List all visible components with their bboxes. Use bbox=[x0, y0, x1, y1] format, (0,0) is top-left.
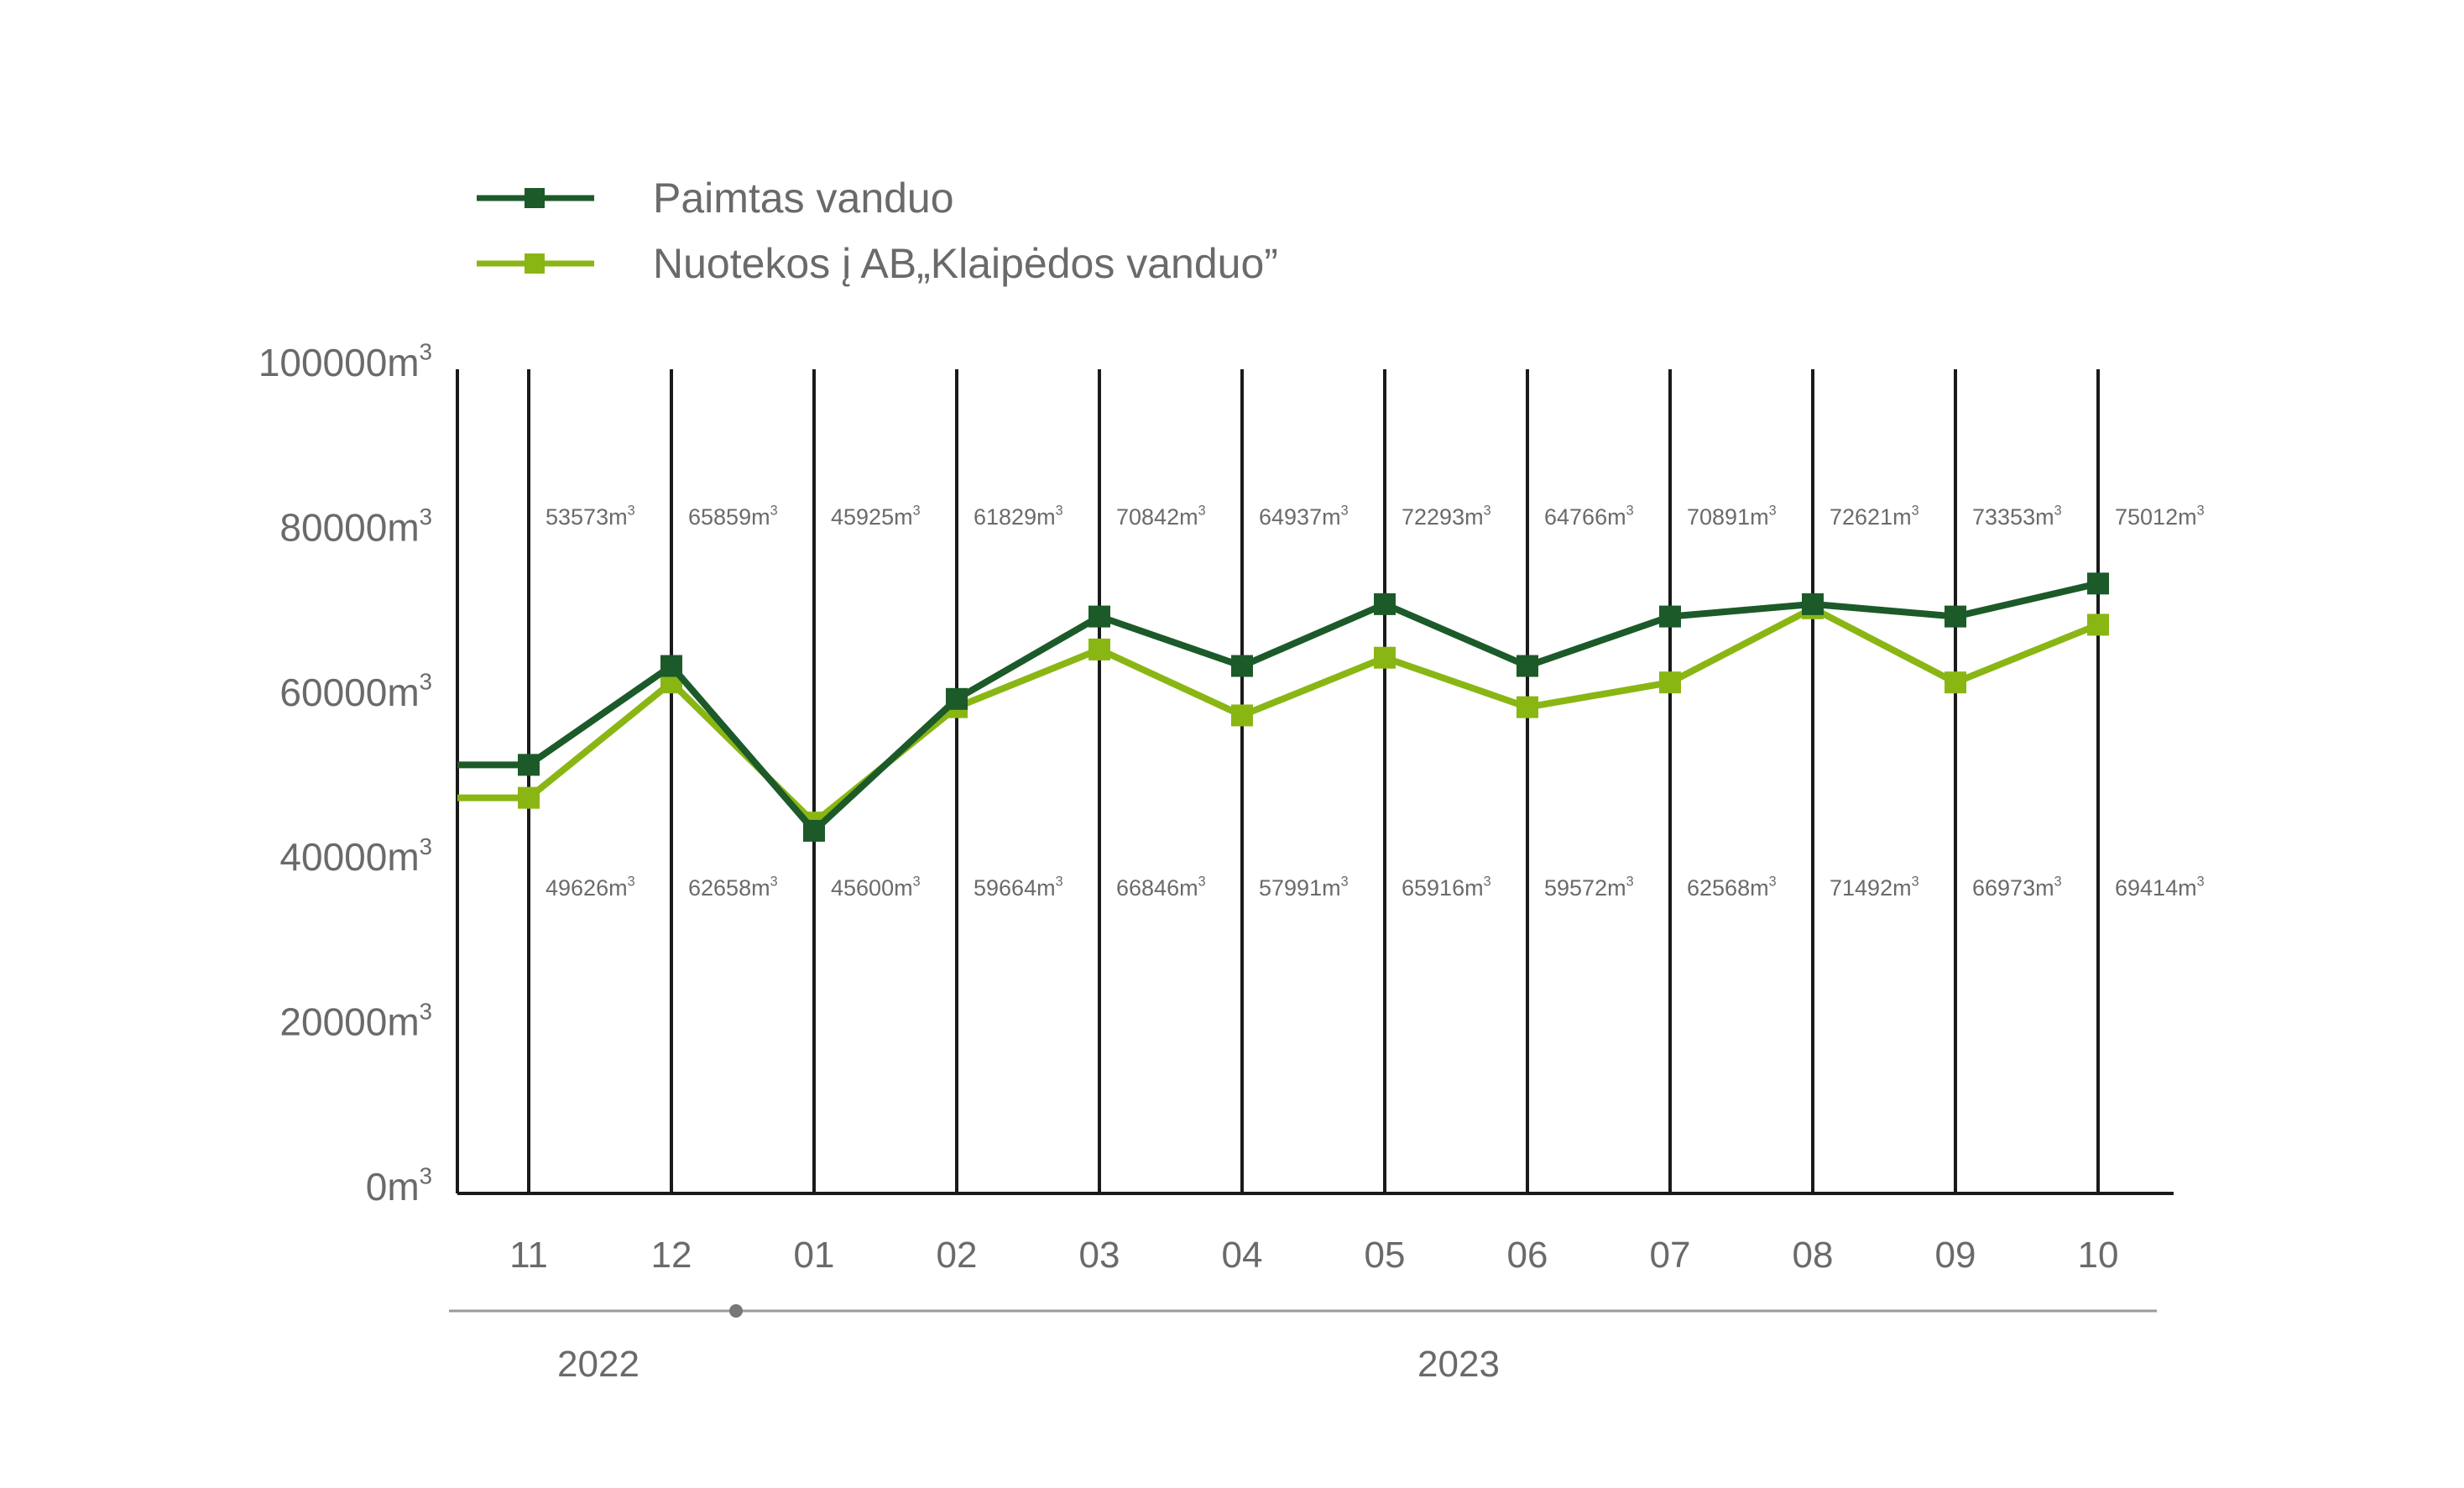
data-label-s1-02: 61829m3 bbox=[974, 504, 1063, 530]
point-s2-06 bbox=[1517, 696, 1538, 718]
legend-marker-1 bbox=[525, 188, 545, 208]
y-tick-label-3: 60000m3 bbox=[279, 668, 432, 713]
data-label-s2-06: 59572m3 bbox=[1544, 875, 1634, 901]
point-s2-11 bbox=[518, 786, 540, 809]
year-label-2022: 2022 bbox=[557, 1344, 639, 1385]
year-timeline: 2022 2023 bbox=[449, 1304, 2157, 1385]
legend-label-2: Nuotekos į AB„Klaipėdos vanduo” bbox=[653, 240, 1278, 287]
point-s1-12 bbox=[660, 655, 682, 677]
data-label-s1-07: 70891m3 bbox=[1687, 504, 1777, 530]
data-label-s2-09: 66973m3 bbox=[1972, 875, 2062, 901]
point-s1-03 bbox=[1088, 605, 1110, 628]
x-axis: 11 12 01 02 03 04 05 06 07 08 09 10 bbox=[509, 1235, 2118, 1276]
point-s1-05 bbox=[1374, 593, 1396, 615]
point-s1-07 bbox=[1659, 605, 1681, 628]
x-tick-label-03: 03 bbox=[1079, 1235, 1120, 1276]
data-label-s1-09: 73353m3 bbox=[1972, 504, 2062, 530]
point-s2-05 bbox=[1374, 646, 1396, 669]
point-s1-08 bbox=[1802, 593, 1824, 615]
chart-legend: Paimtas vanduo Nuotekos į AB„Klaipėdos va… bbox=[477, 175, 1278, 287]
data-label-s2-11: 49626m3 bbox=[546, 875, 635, 901]
data-label-s1-05: 72293m3 bbox=[1402, 504, 1491, 530]
series-lines bbox=[457, 572, 2109, 842]
series-line-1 bbox=[457, 580, 2099, 834]
point-s1-04 bbox=[1231, 655, 1253, 677]
legend-label-1: Paimtas vanduo bbox=[653, 175, 954, 222]
y-tick-label-5: 100000m3 bbox=[258, 339, 432, 384]
year-divider-dot bbox=[729, 1304, 743, 1318]
data-label-s2-07: 62568m3 bbox=[1687, 875, 1777, 901]
data-label-s1-11: 53573m3 bbox=[546, 504, 635, 530]
data-label-s1-04: 64937m3 bbox=[1259, 504, 1349, 530]
point-s1-02 bbox=[946, 687, 968, 710]
y-tick-label-2: 40000m3 bbox=[279, 833, 432, 879]
data-label-s2-01: 45600m3 bbox=[831, 875, 921, 901]
x-tick-label-06: 06 bbox=[1507, 1235, 1548, 1276]
x-tick-label-05: 05 bbox=[1365, 1235, 1406, 1276]
data-label-s2-10: 69414m3 bbox=[2115, 875, 2205, 901]
point-s2-04 bbox=[1231, 704, 1253, 727]
data-label-s2-02: 59664m3 bbox=[974, 875, 1063, 901]
data-label-s1-08: 72621m3 bbox=[1830, 504, 1919, 530]
x-tick-label-02: 02 bbox=[937, 1235, 978, 1276]
year-label-2023: 2023 bbox=[1417, 1344, 1500, 1385]
x-tick-label-01: 01 bbox=[794, 1235, 835, 1276]
point-s2-07 bbox=[1659, 671, 1681, 694]
point-s2-03 bbox=[1088, 638, 1110, 660]
y-tick-label-4: 80000m3 bbox=[279, 504, 432, 549]
data-label-s1-10: 75012m3 bbox=[2115, 504, 2205, 530]
legend-marker-2 bbox=[525, 253, 545, 274]
y-tick-label-1: 20000m3 bbox=[279, 998, 432, 1043]
data-label-s1-03: 70842m3 bbox=[1116, 504, 1206, 530]
x-tick-label-12: 12 bbox=[651, 1235, 692, 1276]
data-label-s2-04: 57991m3 bbox=[1259, 875, 1349, 901]
data-label-s2-03: 66846m3 bbox=[1116, 875, 1206, 901]
point-s1-06 bbox=[1517, 655, 1538, 677]
data-label-s2-08: 71492m3 bbox=[1830, 875, 1919, 901]
point-s2-10 bbox=[2087, 613, 2109, 636]
y-axis: 0m3 20000m3 40000m3 60000m3 80000m3 100000m3 bbox=[258, 339, 432, 1209]
x-tick-label-09: 09 bbox=[1935, 1235, 1976, 1276]
data-label-s1-12: 65859m3 bbox=[688, 504, 778, 530]
point-s1-09 bbox=[1945, 605, 1966, 628]
vertical-gridlines bbox=[456, 369, 2174, 1195]
y-tick-label-0: 0m3 bbox=[366, 1163, 432, 1209]
x-tick-label-07: 07 bbox=[1650, 1235, 1691, 1276]
x-tick-label-10: 10 bbox=[2078, 1235, 2119, 1276]
x-tick-label-11: 11 bbox=[509, 1235, 548, 1276]
x-tick-label-04: 04 bbox=[1222, 1235, 1263, 1276]
point-s1-11 bbox=[518, 754, 540, 776]
data-label-s1-06: 64766m3 bbox=[1544, 504, 1634, 530]
data-labels: 53573m3 65859m3 45925m3 61829m3 70842m3 64937… bbox=[546, 504, 2205, 901]
x-tick-label-08: 08 bbox=[1793, 1235, 1834, 1276]
data-label-s2-12: 62658m3 bbox=[688, 875, 778, 901]
point-s2-09 bbox=[1945, 671, 1966, 694]
series-line-2 bbox=[457, 604, 2100, 827]
point-s1-01 bbox=[803, 819, 825, 842]
point-s1-10 bbox=[2087, 572, 2109, 595]
data-label-s1-01: 45925m3 bbox=[831, 504, 921, 530]
data-label-s2-05: 65916m3 bbox=[1402, 875, 1491, 901]
